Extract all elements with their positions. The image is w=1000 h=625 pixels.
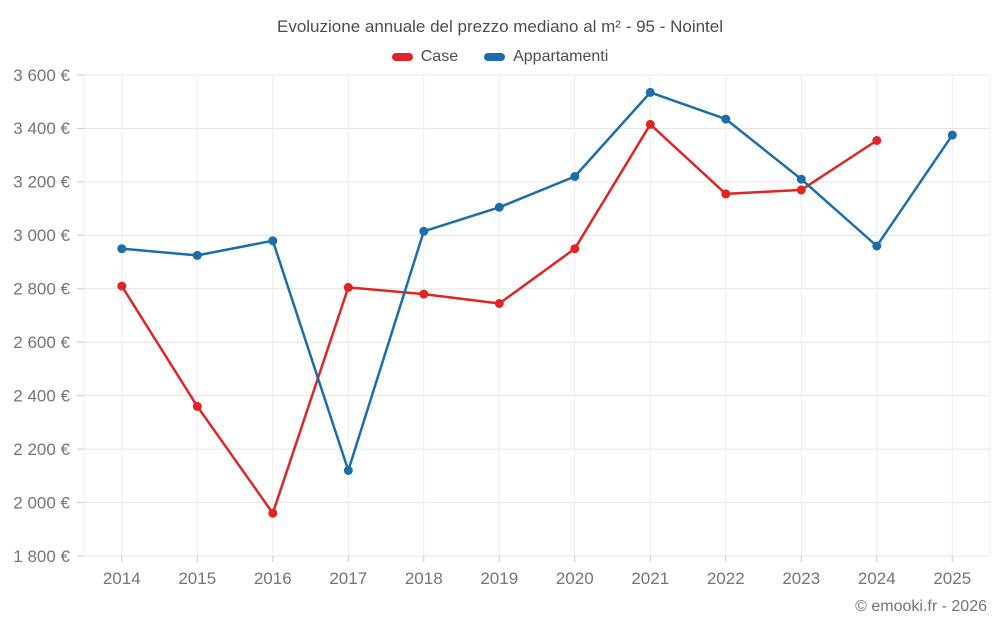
point-case-2015[interactable] xyxy=(192,401,202,411)
point-appartamenti-2020[interactable] xyxy=(570,172,580,181)
point-appartamenti-2016[interactable] xyxy=(268,236,278,246)
x-axis-label-2025: 2025 xyxy=(933,569,971,588)
point-appartamenti-2022[interactable] xyxy=(721,114,731,124)
point-appartamenti-2024[interactable] xyxy=(872,241,882,251)
point-case-2018[interactable] xyxy=(419,289,429,299)
case-series-swatch-icon xyxy=(391,53,413,61)
y-gridlines xyxy=(77,74,990,557)
chart-title: Evoluzione annuale del prezzo mediano al… xyxy=(276,17,724,36)
point-case-2021[interactable] xyxy=(645,119,655,129)
point-appartamenti-2025[interactable] xyxy=(947,130,957,140)
series-line-appartamenti xyxy=(120,91,954,472)
point-case-2016[interactable] xyxy=(268,508,278,518)
point-appartamenti-2019[interactable] xyxy=(494,202,504,212)
x-axis-label-2020: 2020 xyxy=(556,569,594,588)
x-axis-label-2015: 2015 xyxy=(178,569,216,588)
x-axis-label-2016: 2016 xyxy=(254,569,292,588)
y-axis-label: 2 400 € xyxy=(13,386,70,405)
x-axis-label-2014: 2014 xyxy=(103,569,141,588)
x-axis-label-2021: 2021 xyxy=(631,569,669,588)
y-axis-label: 3 000 € xyxy=(13,226,70,245)
x-axis-label-2022: 2022 xyxy=(707,569,745,588)
x-axis-label-2023: 2023 xyxy=(782,569,820,588)
x-axis-label-2018: 2018 xyxy=(405,569,443,588)
y-axis-label: 3 400 € xyxy=(13,119,70,138)
legend-label-appartamenti: Appartamenti xyxy=(513,48,609,65)
chart-legend: Case Appartamenti xyxy=(0,46,1000,68)
x-axis-label-2024: 2024 xyxy=(858,569,896,588)
point-case-2019[interactable] xyxy=(494,299,504,308)
legend-item-appartamenti[interactable]: Appartamenti xyxy=(484,46,608,68)
watermark: © emooki.fr - 2026 xyxy=(855,598,987,615)
y-axis-label: 1 800 € xyxy=(13,547,70,566)
y-axis-label: 3 600 € xyxy=(13,66,70,85)
point-appartamenti-2014[interactable] xyxy=(117,244,127,254)
y-axis-label: 2 800 € xyxy=(13,280,70,299)
y-axis-label: 3 200 € xyxy=(13,173,70,192)
point-appartamenti-2017[interactable] xyxy=(343,466,353,475)
point-case-2020[interactable] xyxy=(570,244,580,254)
legend-item-case[interactable]: Case xyxy=(391,46,459,68)
series-appartamenti xyxy=(117,87,957,475)
x-axis-labels: 2014 2015 2016 2017 2018 2019 2020 2021 2022 2023… xyxy=(103,569,971,588)
x-axis-label-2017: 2017 xyxy=(329,569,367,588)
point-appartamenti-2018[interactable] xyxy=(419,226,429,236)
legend-label-case: Case xyxy=(420,48,459,65)
appartamenti-series-swatch-icon xyxy=(484,53,506,61)
y-axis-labels: 1 800 € 2 000 € 2 200 € 2 400 € 2 600 € 2 800… xyxy=(13,66,70,566)
x-gridlines xyxy=(83,75,991,562)
point-case-2014[interactable] xyxy=(117,281,127,291)
y-axis-label: 2 200 € xyxy=(13,440,70,459)
point-case-2022[interactable] xyxy=(721,189,731,199)
point-case-2017[interactable] xyxy=(343,282,353,292)
point-case-2024[interactable] xyxy=(872,136,882,145)
point-appartamenti-2021[interactable] xyxy=(645,87,655,97)
x-axis-label-2019: 2019 xyxy=(480,569,518,588)
y-axis-label: 2 000 € xyxy=(13,493,70,512)
series-case xyxy=(117,119,882,518)
y-axis-label: 2 600 € xyxy=(13,333,70,352)
point-appartamenti-2023[interactable] xyxy=(796,174,806,184)
point-case-2023[interactable] xyxy=(796,185,806,195)
point-appartamenti-2015[interactable] xyxy=(192,250,202,260)
